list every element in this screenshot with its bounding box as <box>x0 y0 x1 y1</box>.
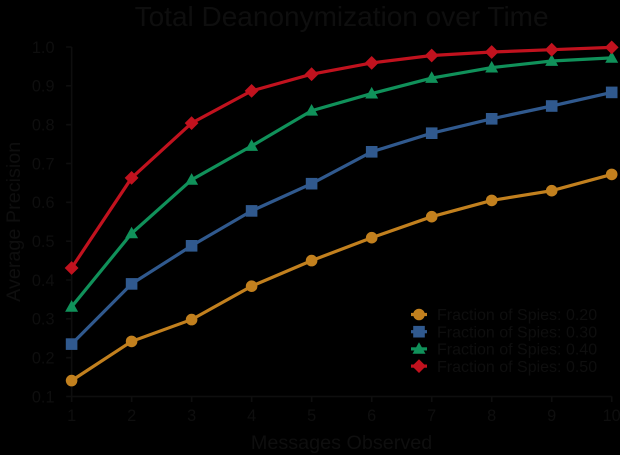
svg-text:1: 1 <box>67 407 76 425</box>
svg-text:5: 5 <box>307 407 316 425</box>
svg-text:3: 3 <box>187 407 196 425</box>
svg-text:0.9: 0.9 <box>32 78 55 96</box>
svg-text:0.8: 0.8 <box>32 117 55 135</box>
svg-text:0.6: 0.6 <box>32 194 55 212</box>
svg-text:0.4: 0.4 <box>32 272 55 290</box>
svg-text:6: 6 <box>367 407 376 425</box>
svg-text:10: 10 <box>603 407 620 425</box>
svg-text:Fraction of Spies: 0.40: Fraction of Spies: 0.40 <box>437 342 597 359</box>
svg-text:0.1: 0.1 <box>32 388 55 406</box>
svg-text:Total Deanonymization over Tim: Total Deanonymization over Time <box>135 1 549 32</box>
svg-text:1.0: 1.0 <box>32 39 55 57</box>
svg-text:8: 8 <box>487 407 496 425</box>
svg-text:0.3: 0.3 <box>32 311 55 329</box>
svg-text:Fraction of Spies: 0.20: Fraction of Spies: 0.20 <box>437 307 597 324</box>
svg-text:Fraction of Spies: 0.30: Fraction of Spies: 0.30 <box>437 324 597 341</box>
svg-text:Messages Observed: Messages Observed <box>251 432 432 454</box>
svg-text:2: 2 <box>127 407 136 425</box>
svg-text:0.7: 0.7 <box>32 155 55 173</box>
svg-text:Fraction of Spies: 0.50: Fraction of Spies: 0.50 <box>437 359 597 376</box>
svg-text:0.2: 0.2 <box>32 350 55 368</box>
svg-text:Average Precision: Average Precision <box>3 142 25 302</box>
svg-text:4: 4 <box>247 407 256 425</box>
svg-text:7: 7 <box>427 407 436 425</box>
svg-text:0.5: 0.5 <box>32 233 55 251</box>
svg-text:9: 9 <box>547 407 556 425</box>
